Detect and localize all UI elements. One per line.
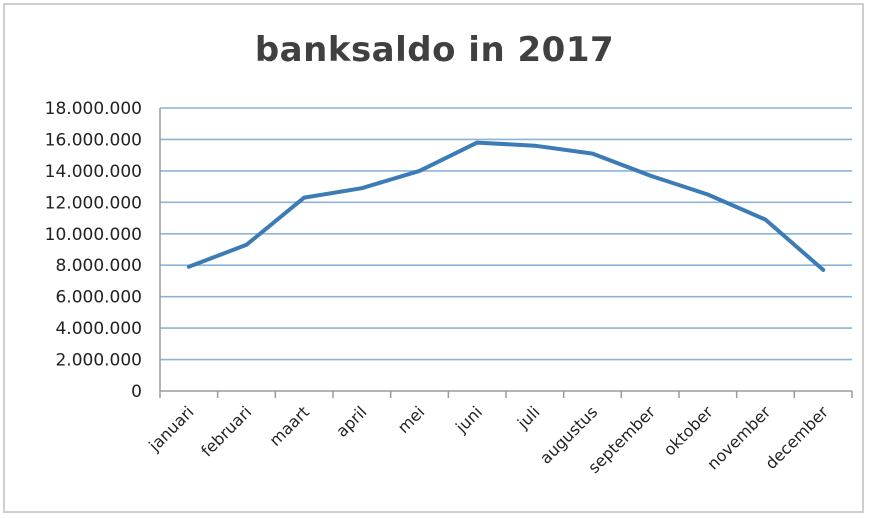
x-tick-label: januari (144, 402, 197, 455)
x-tick-label: maart (266, 402, 313, 449)
chart-frame (3, 3, 864, 513)
chart-title: banksaldo in 2017 (254, 30, 615, 70)
x-tick-label: februari (197, 402, 255, 460)
y-tick-label: 2.000.000 (55, 351, 142, 371)
y-tick-label: 0 (131, 382, 142, 402)
y-tick-label: 16.000.000 (45, 130, 142, 150)
x-tick-label: april (332, 402, 370, 440)
y-tick-label: 12.000.000 (45, 193, 142, 213)
x-tick-label: mei (394, 402, 429, 437)
series-line (186, 140, 826, 272)
x-tick-label: oktober (660, 402, 717, 459)
x-tick-label: juli (513, 402, 544, 433)
y-tick-label: 4.000.000 (55, 319, 142, 339)
x-tick-label: december (761, 402, 832, 473)
y-tick-label: 8.000.000 (55, 256, 142, 276)
x-tick-label: juni (451, 402, 486, 437)
y-tick-label: 18.000.000 (45, 99, 142, 119)
y-tick-label: 10.000.000 (45, 225, 142, 245)
y-tick-label: 14.000.000 (45, 162, 142, 182)
y-tick-label: 6.000.000 (55, 288, 142, 308)
